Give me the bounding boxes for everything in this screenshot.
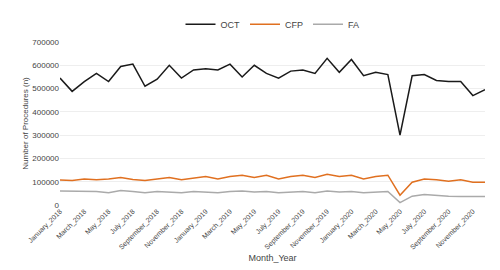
svg-text:May_2020: May_2020 — [375, 208, 404, 237]
svg-text:100000: 100000 — [32, 178, 59, 187]
svg-text:700000: 700000 — [32, 38, 59, 47]
svg-text:July_2019: July_2019 — [254, 208, 282, 236]
svg-text:May_2019: May_2019 — [229, 208, 258, 237]
svg-text:500000: 500000 — [32, 84, 59, 93]
svg-text:November_2018: November_2018 — [143, 208, 185, 250]
svg-text:September_2020: September_2020 — [409, 208, 453, 252]
svg-text:CFP: CFP — [285, 20, 303, 30]
svg-text:July_2018: July_2018 — [109, 208, 137, 236]
svg-text:January_2020: January_2020 — [318, 208, 355, 245]
svg-text:September_2019: September_2019 — [263, 208, 307, 252]
svg-text:March_2018: March_2018 — [55, 208, 88, 241]
svg-text:Number of Procedures (n): Number of Procedures (n) — [21, 77, 30, 170]
svg-text:OCT: OCT — [221, 20, 241, 30]
svg-text:November_2019: November_2019 — [289, 208, 331, 250]
svg-text:May_2018: May_2018 — [84, 208, 113, 237]
svg-text:600000: 600000 — [32, 61, 59, 70]
svg-text:January_2018: January_2018 — [27, 208, 64, 245]
svg-text:July_2020: July_2020 — [400, 208, 428, 236]
svg-text:400000: 400000 — [32, 108, 59, 117]
svg-text:0: 0 — [55, 201, 60, 210]
svg-text:September_2018: September_2018 — [117, 208, 161, 252]
svg-text:Month_Year: Month_Year — [248, 253, 296, 263]
svg-text:March_2019: March_2019 — [201, 208, 234, 241]
svg-text:200000: 200000 — [32, 154, 59, 163]
svg-text:November_2020: November_2020 — [434, 208, 476, 250]
svg-text:January_2019: January_2019 — [173, 208, 210, 245]
svg-text:300000: 300000 — [32, 131, 59, 140]
svg-text:March_2020: March_2020 — [346, 208, 379, 241]
svg-text:FA: FA — [348, 20, 359, 30]
